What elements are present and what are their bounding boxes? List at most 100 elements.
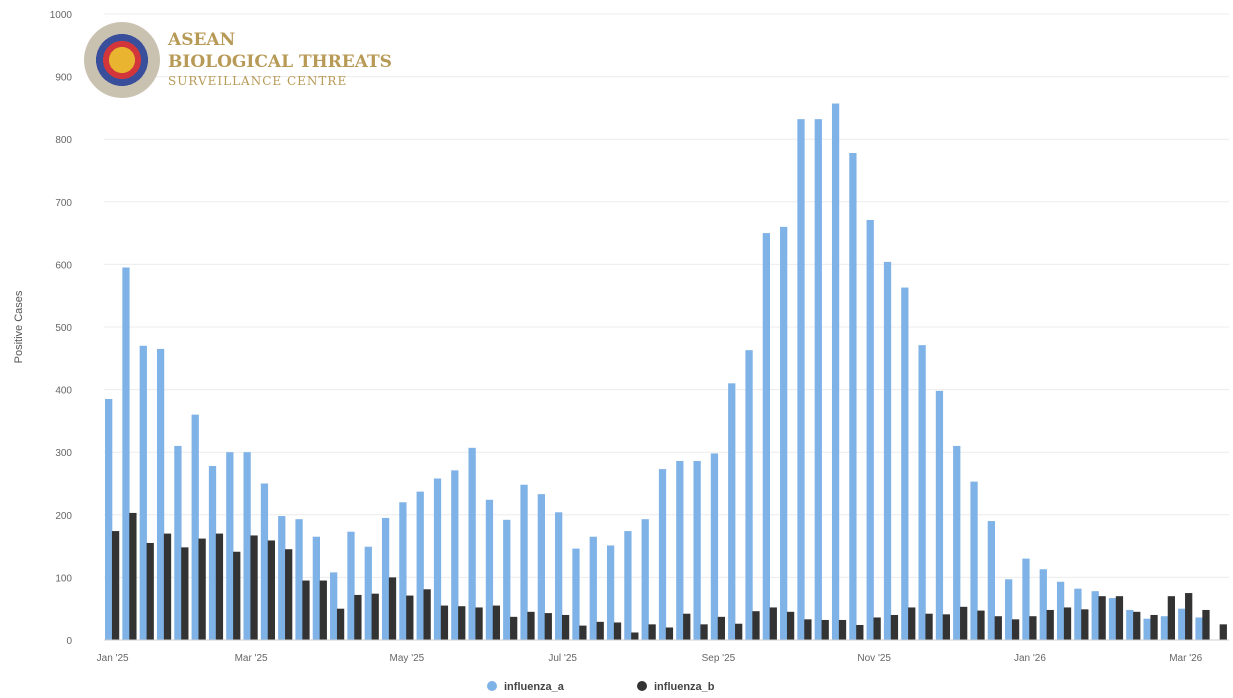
influenza_b-bar[interactable] [665,627,674,640]
influenza_a-bar[interactable] [1178,608,1186,640]
influenza_b-bar[interactable] [856,624,864,640]
influenza_a-bar[interactable] [105,398,113,640]
influenza_a-bar[interactable] [780,226,788,640]
influenza_a-bar[interactable] [710,453,719,640]
influenza_a-bar[interactable] [606,545,615,640]
influenza_a-bar[interactable] [537,494,545,640]
influenza_b-bar[interactable] [683,613,691,640]
influenza_a-bar[interactable] [243,452,251,640]
influenza_a-bar[interactable] [416,491,424,640]
influenza_a-bar[interactable] [295,519,303,640]
influenza_a-bar[interactable] [797,119,805,641]
influenza_b-bar[interactable] [821,619,829,640]
influenza_a-bar[interactable] [814,119,822,641]
influenza_a-bar[interactable] [1056,581,1065,640]
influenza_a-bar[interactable] [831,103,840,640]
influenza_a-bar[interactable] [1039,569,1047,640]
influenza_a-bar[interactable] [208,465,217,640]
influenza_a-bar[interactable] [935,390,944,640]
influenza_b-bar[interactable] [1098,596,1106,640]
influenza_b-bar[interactable] [267,540,275,640]
influenza_a-bar[interactable] [260,483,269,641]
influenza_b-bar[interactable] [129,512,137,640]
influenza_a-bar[interactable] [624,531,632,640]
influenza_a-bar[interactable] [641,519,649,640]
influenza_a-bar[interactable] [866,219,874,641]
influenza_a-bar[interactable] [658,469,667,640]
influenza_b-bar[interactable] [336,608,345,640]
influenza_a-bar[interactable] [1091,591,1099,640]
influenza_b-bar[interactable] [440,605,449,640]
influenza_b-bar[interactable] [700,624,708,640]
influenza_a-bar[interactable] [139,345,147,640]
influenza_a-bar[interactable] [970,481,978,640]
influenza_b-bar[interactable] [1029,616,1037,640]
influenza_b-bar[interactable] [1115,596,1124,640]
influenza_b-bar[interactable] [1185,593,1193,640]
influenza_a-bar[interactable] [1108,598,1117,640]
influenza_b-bar[interactable] [838,619,847,640]
influenza_a-bar[interactable] [1074,588,1082,640]
influenza_b-bar[interactable] [890,614,899,640]
influenza_b-bar[interactable] [215,533,224,640]
influenza_a-bar[interactable] [1005,579,1013,640]
influenza_b-bar[interactable] [804,619,812,640]
influenza_a-bar[interactable] [312,536,320,640]
influenza_a-bar[interactable] [953,445,961,640]
influenza_a-bar[interactable] [226,452,234,640]
influenza_b-bar[interactable] [1219,624,1227,640]
influenza_a-bar[interactable] [1126,609,1134,640]
influenza_b-bar[interactable] [977,610,985,640]
influenza_a-bar[interactable] [745,350,753,640]
influenza_a-bar[interactable] [589,536,597,640]
influenza_a-bar[interactable] [503,519,511,640]
influenza_b-bar[interactable] [960,606,968,640]
influenza_b-bar[interactable] [717,616,725,640]
influenza_a-bar[interactable] [849,152,857,641]
legend[interactable]: influenza_a influenza_b [487,681,715,693]
influenza_b-bar[interactable] [111,531,120,640]
influenza_b-bar[interactable] [1046,609,1054,640]
influenza_b-bar[interactable] [544,613,552,640]
influenza_b-bar[interactable] [873,617,881,640]
influenza_b-bar[interactable] [648,624,656,640]
influenza_a-bar[interactable] [399,502,407,640]
influenza_a-bar[interactable] [676,460,684,640]
influenza_b-bar[interactable] [1063,607,1072,640]
influenza_a-bar[interactable] [918,345,926,640]
influenza_a-bar[interactable] [901,287,909,640]
influenza_b-bar[interactable] [769,607,777,640]
influenza_b-bar[interactable] [942,614,950,640]
influenza_a-bar[interactable] [278,516,286,640]
influenza_b-bar[interactable] [458,606,466,640]
influenza_b-bar[interactable] [475,607,483,640]
influenza_a-bar[interactable] [555,512,563,640]
legend-item-influenza_a[interactable]: influenza_a [487,681,565,693]
influenza_a-bar[interactable] [433,478,442,640]
influenza_b-bar[interactable] [1167,596,1175,640]
influenza_b-bar[interactable] [146,542,154,640]
influenza_b-bar[interactable] [1011,619,1020,640]
influenza_a-bar[interactable] [174,445,182,640]
influenza_b-bar[interactable] [250,535,258,640]
influenza_b-bar[interactable] [735,623,743,640]
legend-item-influenza_b[interactable]: influenza_b [637,681,715,693]
influenza_a-bar[interactable] [347,531,355,640]
influenza_b-bar[interactable] [423,589,431,640]
influenza_b-bar[interactable] [579,625,587,640]
influenza_b-bar[interactable] [1081,609,1089,640]
influenza_a-bar[interactable] [1022,558,1030,640]
influenza_b-bar[interactable] [1150,614,1158,640]
influenza_a-bar[interactable] [728,383,736,640]
influenza_b-bar[interactable] [786,611,795,640]
influenza_a-bar[interactable] [1143,618,1151,640]
influenza_b-bar[interactable] [925,613,933,640]
influenza_b-bar[interactable] [1133,611,1141,640]
influenza_b-bar[interactable] [613,622,622,640]
influenza_b-bar[interactable] [752,611,760,640]
influenza_a-bar[interactable] [693,460,701,640]
influenza_a-bar[interactable] [987,521,995,640]
influenza_a-bar[interactable] [883,261,892,640]
influenza_a-bar[interactable] [520,484,528,640]
influenza_b-bar[interactable] [527,611,535,640]
